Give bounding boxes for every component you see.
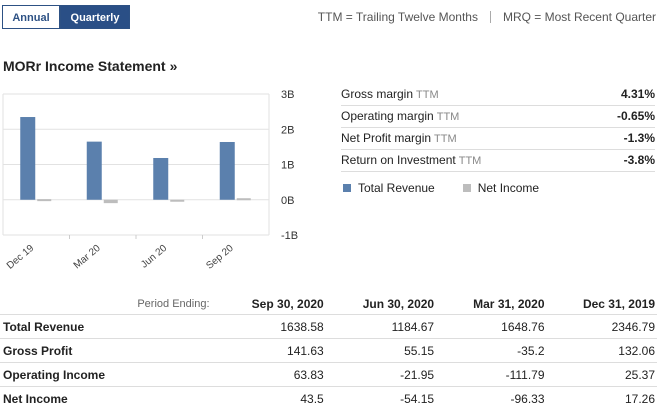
income-chart: 3B 2B 1B 0B -1B Dec 19 Mar 20 Jun 20 Sep 20	[2, 89, 298, 272]
legend-item-revenue: Total Revenue	[343, 181, 435, 195]
metric-ttm-tag: TTM	[458, 155, 482, 167]
table-row: Gross Profit 141.63 55.15 -35.2 132.06	[0, 338, 657, 363]
table-cell: 2346.79	[546, 314, 657, 339]
revenue-bar	[86, 141, 102, 200]
y-tick-label: 2B	[281, 124, 294, 136]
tab-annual[interactable]: Annual	[2, 5, 60, 29]
table-cell: -111.79	[436, 362, 547, 387]
net-income-swatch	[462, 184, 471, 192]
tab-quarterly[interactable]: Quarterly	[60, 5, 130, 29]
table-cell: 1638.58	[211, 314, 326, 339]
table-cell: -96.33	[436, 386, 547, 410]
mrq-definition: MRQ = Most Recent Quarter	[502, 10, 656, 24]
row-label: Net Income	[0, 386, 212, 410]
margin-metrics: Gross margin TTM 4.31% Operating margin TTM -…	[341, 84, 655, 172]
table-cell: -54.15	[325, 386, 437, 410]
metric-label: Net Profit margin TTM	[341, 131, 457, 145]
column-header: Dec 31, 2019	[582, 297, 655, 311]
column-header: Sep 30, 2020	[251, 297, 324, 311]
metric-row: Gross margin TTM 4.31%	[341, 84, 655, 106]
ttm-definition: TTM = Trailing Twelve Months	[317, 10, 478, 24]
x-tick-label: Sep 20	[204, 243, 236, 272]
divider	[489, 11, 491, 23]
y-tick-label: -1B	[281, 230, 298, 242]
row-label: Total Revenue	[0, 314, 212, 339]
table-cell: 25.37	[546, 362, 657, 387]
row-label: Operating Income	[0, 362, 212, 387]
revenue-bar	[153, 157, 169, 200]
chart-legend: Total Revenue Net Income	[343, 181, 567, 195]
metric-ttm-tag: TTM	[434, 133, 457, 145]
metric-label: Return on Investment TTM	[341, 153, 482, 167]
table-cell: 1648.76	[436, 314, 547, 339]
table-header-row: Period Ending: Sep 30, 2020 Jun 30, 2020 Ma…	[0, 294, 657, 315]
row-label: Gross Profit	[0, 338, 212, 363]
net-income-bar	[170, 199, 185, 202]
header-spacer	[0, 294, 128, 315]
table-cell: 55.15	[325, 338, 437, 363]
metric-label: Operating margin TTM	[341, 109, 460, 123]
x-tick-label: Jun 20	[139, 243, 169, 271]
y-tick-label: 3B	[281, 89, 294, 101]
x-tick-label: Dec 19	[5, 243, 37, 272]
metric-ttm-tag: TTM	[436, 111, 460, 123]
metric-row: Net Profit margin TTM -1.3%	[341, 128, 655, 150]
net-income-bar	[37, 199, 52, 202]
y-tick-label: 0B	[281, 195, 294, 207]
revenue-bar	[219, 141, 235, 200]
revenue-swatch	[343, 184, 351, 192]
column-header: Mar 31, 2020	[473, 297, 545, 311]
revenue-bar	[20, 117, 36, 200]
legend-label-revenue: Total Revenue	[358, 181, 435, 195]
table-row: Total Revenue 1638.58 1184.67 1648.76 2346.7…	[0, 314, 657, 339]
column-header: Jun 30, 2020	[362, 297, 435, 311]
table-cell: -35.2	[436, 338, 547, 363]
table-cell: 63.83	[211, 362, 326, 387]
table-row: Net Income 43.5 -54.15 -96.33 17.26	[0, 386, 657, 410]
table-cell: -21.95	[325, 362, 437, 387]
metric-value: -0.65%	[616, 109, 655, 123]
income-table: Period Ending: Sep 30, 2020 Jun 30, 2020 Ma…	[0, 294, 657, 410]
table-cell: 43.5	[211, 386, 326, 410]
net-income-bar	[103, 199, 118, 204]
metric-row: Operating margin TTM -0.65%	[341, 106, 655, 128]
x-tick-label: Mar 20	[72, 243, 103, 272]
metric-ttm-tag: TTM	[416, 89, 439, 101]
metric-value: -3.8%	[623, 153, 655, 167]
table-cell: 132.06	[546, 338, 657, 363]
net-income-bar	[236, 198, 251, 201]
metric-value: -1.3%	[623, 131, 655, 145]
table-cell: 1184.67	[325, 314, 437, 339]
double-chevron-icon[interactable]: »	[169, 58, 178, 74]
abbreviation-legend: TTM = Trailing Twelve Months MRQ = Most R…	[318, 10, 656, 24]
metric-label: Gross margin TTM	[341, 87, 439, 101]
metric-value: 4.31%	[620, 87, 655, 101]
legend-item-net-income: Net Income	[462, 181, 540, 195]
metric-row: Return on Investment TTM -3.8%	[341, 150, 655, 172]
period-tabs: Annual Quarterly	[2, 5, 130, 29]
page-title[interactable]: MORr Income Statement»	[3, 58, 177, 74]
period-ending-label: Period Ending:	[137, 298, 210, 310]
table-cell: 141.63	[211, 338, 326, 363]
table-row: Operating Income 63.83 -21.95 -111.79 25.37	[0, 362, 657, 387]
y-tick-label: 1B	[281, 160, 294, 172]
page-title-text[interactable]: MORr Income Statement	[3, 58, 166, 74]
table-cell: 17.26	[546, 386, 657, 410]
legend-label-net-income: Net Income	[477, 181, 540, 195]
